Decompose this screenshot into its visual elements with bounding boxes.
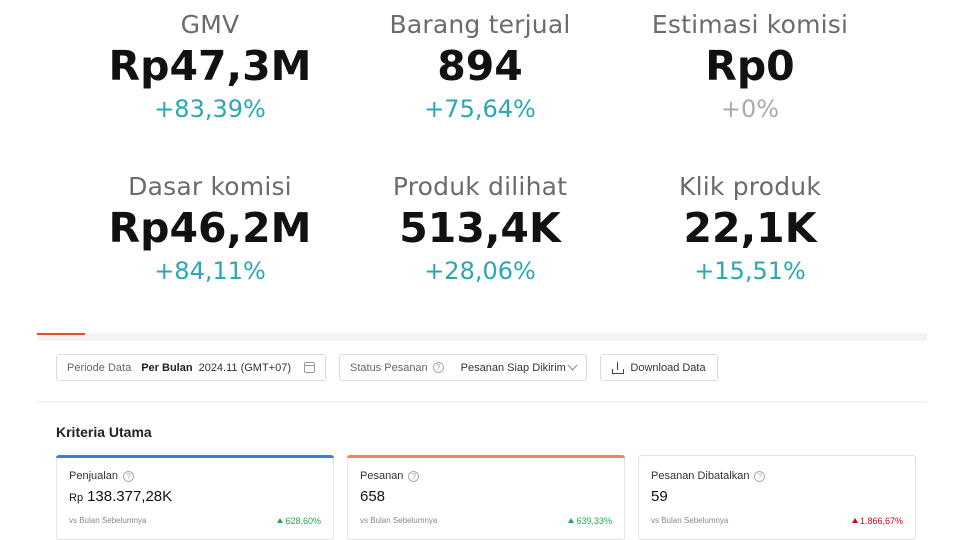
metric-change: +75,64% <box>424 95 536 123</box>
status-value: Pesanan Siap Dikirim <box>460 361 566 374</box>
card-value: 658 <box>360 488 386 505</box>
card-change-value: 639,33% <box>576 516 612 526</box>
card-value: 138.377,28K <box>87 488 173 505</box>
card-accent <box>56 455 334 458</box>
metric-change: +83,39% <box>154 95 266 123</box>
period-value: 2024.11 (GMT+07) <box>198 361 292 374</box>
card-value-wrap: 59 <box>651 488 668 505</box>
card-change-value: 1.866,67% <box>859 516 903 526</box>
card-change-value: 628,60% <box>285 516 321 526</box>
card-change: 1.866,67% <box>851 516 903 526</box>
card-label: Pesanan <box>360 470 404 482</box>
metric-product-views: Produk dilihat 513,4K +28,06% <box>330 172 630 285</box>
metric-label: Dasar komisi <box>128 172 292 201</box>
filter-bar: Periode Data Per Bulan 2024.11 (GMT+07) … <box>37 341 927 401</box>
metric-label: GMV <box>180 10 240 39</box>
criteria-card-orders[interactable]: Pesanan ? 658 vs Bulan Sebelumnya 639,33… <box>347 455 625 540</box>
card-comparison: vs Bulan Sebelumnya <box>651 516 729 525</box>
metric-label: Barang terjual <box>389 10 571 39</box>
metrics-summary: GMV Rp47,3M +83,39% Barang terjual 894 +… <box>60 10 900 285</box>
metric-label: Klik produk <box>679 172 821 201</box>
trend-up-icon <box>277 518 284 523</box>
metric-value: Rp46,2M <box>108 204 312 252</box>
calendar-icon[interactable] <box>304 362 315 373</box>
card-accent <box>347 455 625 458</box>
metric-value: Rp47,3M <box>108 42 312 90</box>
metric-label: Produk dilihat <box>392 172 568 201</box>
trend-up-icon <box>568 518 575 523</box>
metric-value: 894 <box>437 42 523 90</box>
period-filter[interactable]: Periode Data Per Bulan 2024.11 (GMT+07) <box>56 354 326 381</box>
panel-title: Kriteria Utama <box>56 424 152 440</box>
metric-label: Estimasi komisi <box>651 10 849 39</box>
download-label: Download Data <box>630 361 706 374</box>
download-data-button[interactable]: Download Data <box>600 354 718 381</box>
help-icon[interactable]: ? <box>432 362 444 373</box>
card-label: Pesanan Dibatalkan <box>651 470 750 482</box>
criteria-card-sales[interactable]: Penjualan ? Rp 138.377,28K vs Bulan Sebel… <box>56 455 334 540</box>
dashboard-section: Periode Data Per Bulan 2024.11 (GMT+07) … <box>37 333 927 540</box>
help-icon[interactable]: ? <box>408 470 420 482</box>
metric-change: +28,06% <box>424 257 536 285</box>
metric-change: +0% <box>720 95 780 123</box>
status-label: Status Pesanan <box>350 361 428 374</box>
metric-value: 22,1K <box>683 204 817 252</box>
card-label-wrap: Pesanan ? <box>360 470 424 482</box>
card-label-wrap: Pesanan Dibatalkan ? <box>651 470 770 482</box>
metric-gmv: GMV Rp47,3M +83,39% <box>60 10 360 123</box>
card-comparison: vs Bulan Sebelumnya <box>69 516 147 525</box>
card-label: Penjualan <box>69 470 118 482</box>
card-change: 639,33% <box>568 516 612 526</box>
key-criteria-panel: Kriteria Utama Penjualan ? Rp 138.377,28K… <box>37 403 927 540</box>
card-comparison: vs Bulan Sebelumnya <box>360 516 438 525</box>
metric-commission-base: Dasar komisi Rp46,2M +84,11% <box>60 172 360 285</box>
metric-product-clicks: Klik produk 22,1K +15,51% <box>600 172 900 285</box>
criteria-card-cancelled-orders[interactable]: Pesanan Dibatalkan ? 59 vs Bulan Sebelum… <box>638 455 916 540</box>
period-label: Periode Data <box>67 361 132 374</box>
metric-change: +15,51% <box>694 257 806 285</box>
trend-up-icon <box>851 518 858 523</box>
active-tab-indicator <box>37 333 85 335</box>
chevron-down-icon[interactable] <box>567 360 578 371</box>
metric-change: +84,11% <box>154 257 266 285</box>
card-change: 628,60% <box>277 516 321 526</box>
metric-items-sold: Barang terjual 894 +75,64% <box>330 10 630 123</box>
download-icon <box>612 361 625 374</box>
help-icon[interactable]: ? <box>754 470 766 482</box>
order-status-filter[interactable]: Status Pesanan ? Pesanan Siap Dikirim <box>339 354 587 381</box>
help-icon[interactable]: ? <box>122 470 134 482</box>
card-value: 59 <box>651 488 668 505</box>
card-value-wrap: 658 <box>360 488 385 505</box>
metric-value: 513,4K <box>399 204 561 252</box>
card-label-wrap: Penjualan ? <box>69 470 139 482</box>
period-type: Per Bulan <box>141 361 193 374</box>
card-unit: Rp <box>69 492 84 504</box>
card-value-wrap: Rp 138.377,28K <box>69 488 172 505</box>
metric-estimated-commission: Estimasi komisi Rp0 +0% <box>600 10 900 123</box>
metric-value: Rp0 <box>705 42 795 90</box>
